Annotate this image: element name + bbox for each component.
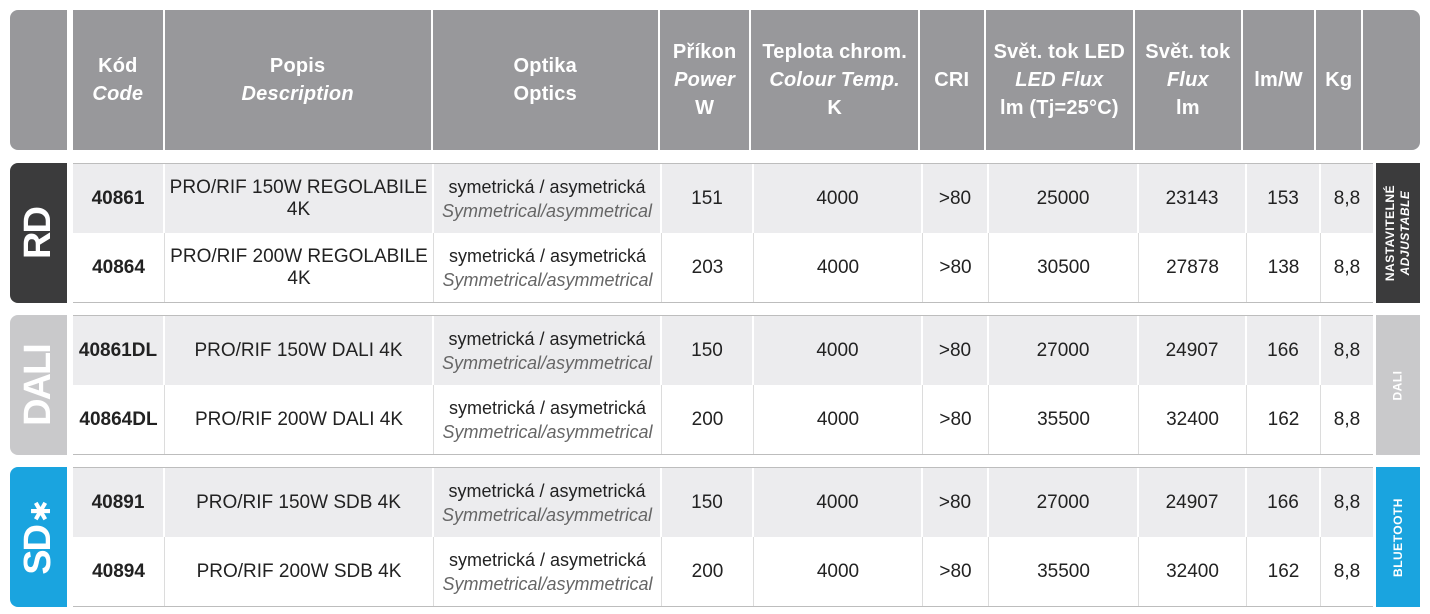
table-row: 40891 PRO/RIF 150W SDB 4K symetrická / a… xyxy=(73,468,1373,537)
cell-kg: 8,8 xyxy=(1333,187,1361,209)
cell-optics: symetrická / asymetrická Symmetrical/asym… xyxy=(434,385,662,454)
header-optics: Optika Optics xyxy=(432,10,660,150)
cell-description: PRO/RIF 200W REGOLABILE 4K xyxy=(165,233,434,302)
header-cri: CRI xyxy=(919,10,986,150)
group-rd: RD 40861 PRO/RIF 150W REGOLABILE 4K syme… xyxy=(10,163,1420,303)
cell-power: 150 xyxy=(662,316,754,385)
cell-led-flux: 27000 xyxy=(989,316,1139,385)
cell-led-flux: 35500 xyxy=(989,537,1139,606)
cell-led-flux: 27000 xyxy=(989,468,1139,537)
header-colour-temp: Teplota chrom. Colour Temp. K xyxy=(751,10,920,150)
group-rows: 40861DL PRO/RIF 150W DALI 4K symetrická … xyxy=(73,315,1373,455)
table-row: 40864 PRO/RIF 200W REGOLABILE 4K symetri… xyxy=(73,233,1373,302)
header-lm-per-w: lm/W xyxy=(1242,10,1317,150)
cell-code: 40861 xyxy=(73,164,165,233)
cell-lmw: 162 xyxy=(1247,537,1321,606)
cell-kg: 8,8 xyxy=(1333,256,1361,278)
sd-bluetooth-logo: SD✱ xyxy=(10,467,67,607)
header-description: Popis Description xyxy=(164,10,433,150)
cell-flux: 32400 xyxy=(1139,537,1247,606)
cell-optics: symetrická / asymetrická Symmetrical/asym… xyxy=(434,233,662,302)
cell-kg: 8,8 xyxy=(1333,491,1361,513)
header-corner xyxy=(10,10,67,150)
cell-power: 200 xyxy=(662,385,754,454)
cell-power: 150 xyxy=(662,468,754,537)
cell-lmw: 166 xyxy=(1247,316,1321,385)
table-row: 40864DL PRO/RIF 200W DALI 4K symetrická … xyxy=(73,385,1373,454)
cell-code: 40891 xyxy=(73,468,165,537)
header-kg: Kg xyxy=(1316,10,1364,150)
cell-temp: 4000 xyxy=(754,233,923,302)
cell-cri: >80 xyxy=(923,164,989,233)
cell-optics: symetrická / asymetrická Symmetrical/asym… xyxy=(434,468,662,537)
cell-code: 40864DL xyxy=(73,385,165,454)
table-header: Kód Code Popis Description Optika Optics… xyxy=(73,10,1420,150)
bluetooth-icon: ✱ xyxy=(26,499,56,522)
cell-temp: 4000 xyxy=(754,537,923,606)
cell-kg: 8,8 xyxy=(1333,408,1361,430)
cell-cri: >80 xyxy=(923,468,989,537)
cell-power: 151 xyxy=(662,164,754,233)
cell-description: PRO/RIF 200W DALI 4K xyxy=(165,385,434,454)
cell-description: PRO/RIF 150W SDB 4K xyxy=(165,468,434,537)
cell-kg: 8,8 xyxy=(1333,560,1361,582)
dali-logo: DALI xyxy=(10,315,67,455)
table-row: 40861DL PRO/RIF 150W DALI 4K symetrická … xyxy=(73,316,1373,385)
cell-flux: 32400 xyxy=(1139,385,1247,454)
cell-lmw: 162 xyxy=(1247,385,1321,454)
cell-optics: symetrická / asymetrická Symmetrical/asym… xyxy=(434,164,662,233)
cell-lmw: 153 xyxy=(1247,164,1321,233)
rd-logo: RD xyxy=(10,163,67,303)
cell-power: 200 xyxy=(662,537,754,606)
header-code: Kód Code xyxy=(73,10,165,150)
header-side xyxy=(1363,10,1420,150)
cell-flux: 24907 xyxy=(1139,468,1247,537)
cell-optics: symetrická / asymetrická Symmetrical/asym… xyxy=(434,537,662,606)
header-led-flux: Svět. tok LED LED Flux lm (Tj=25°C) xyxy=(985,10,1136,150)
cell-flux: 23143 xyxy=(1139,164,1247,233)
cell-code: 40894 xyxy=(73,537,165,606)
cell-cri: >80 xyxy=(923,316,989,385)
side-label-bluetooth: BLUETOOTH xyxy=(1376,467,1420,607)
cell-lmw: 138 xyxy=(1247,233,1321,302)
group-bluetooth: SD✱ 40891 PRO/RIF 150W SDB 4K symetrická… xyxy=(10,467,1420,607)
table-row: 40861 PRO/RIF 150W REGOLABILE 4K symetri… xyxy=(73,164,1373,233)
cell-temp: 4000 xyxy=(754,316,923,385)
side-label-dali: DALI xyxy=(1376,315,1420,455)
cell-code: 40864 xyxy=(73,233,165,302)
cell-led-flux: 30500 xyxy=(989,233,1139,302)
header-flux: Svět. tok Flux lm xyxy=(1135,10,1243,150)
cell-temp: 4000 xyxy=(754,164,923,233)
cell-led-flux: 35500 xyxy=(989,385,1139,454)
cell-code: 40861DL xyxy=(73,316,165,385)
cell-temp: 4000 xyxy=(754,468,923,537)
cell-led-flux: 25000 xyxy=(989,164,1139,233)
cell-cri: >80 xyxy=(923,385,989,454)
group-rows: 40861 PRO/RIF 150W REGOLABILE 4K symetri… xyxy=(73,163,1373,303)
group-rows: 40891 PRO/RIF 150W SDB 4K symetrická / a… xyxy=(73,467,1373,607)
header-power: Příkon Power W xyxy=(659,10,752,150)
cell-description: PRO/RIF 200W SDB 4K xyxy=(165,537,434,606)
cell-power: 203 xyxy=(662,233,754,302)
table-row: 40894 PRO/RIF 200W SDB 4K symetrická / a… xyxy=(73,537,1373,606)
cell-description: PRO/RIF 150W DALI 4K xyxy=(165,316,434,385)
cell-kg: 8,8 xyxy=(1333,339,1361,361)
cell-temp: 4000 xyxy=(754,385,923,454)
cell-lmw: 166 xyxy=(1247,468,1321,537)
cell-cri: >80 xyxy=(923,233,989,302)
cell-flux: 27878 xyxy=(1139,233,1247,302)
cell-flux: 24907 xyxy=(1139,316,1247,385)
cell-cri: >80 xyxy=(923,537,989,606)
cell-optics: symetrická / asymetrická Symmetrical/asym… xyxy=(434,316,662,385)
cell-description: PRO/RIF 150W REGOLABILE 4K xyxy=(165,164,434,233)
group-dali: DALI 40861DL PRO/RIF 150W DALI 4K symetr… xyxy=(10,315,1420,455)
side-label-adjustable: NASTAVITELNÉ ADJUSTABLE xyxy=(1376,163,1420,303)
